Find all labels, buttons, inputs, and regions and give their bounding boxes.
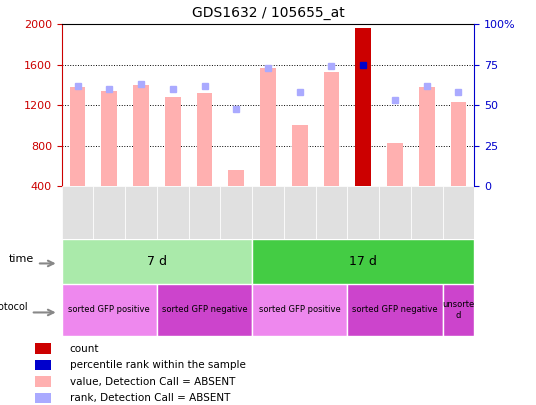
Bar <box>419 87 435 186</box>
Text: value, Detection Call = ABSENT: value, Detection Call = ABSENT <box>70 377 235 387</box>
Bar <box>35 393 51 403</box>
Bar <box>189 186 220 239</box>
Text: unsorte
d: unsorte d <box>442 300 474 320</box>
Bar <box>379 186 411 239</box>
Bar <box>62 186 93 239</box>
Bar <box>355 28 371 186</box>
Text: percentile rank within the sample: percentile rank within the sample <box>70 360 245 370</box>
Bar <box>157 186 189 239</box>
Text: 17 d: 17 d <box>349 255 377 268</box>
Bar <box>324 72 339 186</box>
Bar <box>292 124 308 186</box>
Text: sorted GFP positive: sorted GFP positive <box>69 305 150 314</box>
Bar <box>347 284 443 336</box>
Bar <box>70 87 85 186</box>
Title: GDS1632 / 105655_at: GDS1632 / 105655_at <box>192 6 344 21</box>
Bar <box>35 376 51 387</box>
Bar <box>347 186 379 239</box>
Bar <box>252 186 284 239</box>
Bar <box>316 186 347 239</box>
Bar <box>133 85 149 186</box>
Bar <box>228 170 244 186</box>
Text: count: count <box>70 343 99 354</box>
Text: protocol: protocol <box>0 302 28 312</box>
Bar <box>260 68 276 186</box>
Bar <box>451 102 466 186</box>
Text: 7 d: 7 d <box>147 255 167 268</box>
Bar <box>387 143 403 186</box>
Bar <box>443 284 474 336</box>
Bar <box>284 186 316 239</box>
Bar <box>157 284 252 336</box>
Text: time: time <box>9 254 34 264</box>
Bar <box>197 93 212 186</box>
Bar <box>252 284 347 336</box>
Text: sorted GFP negative: sorted GFP negative <box>352 305 438 314</box>
Bar <box>101 91 117 186</box>
Text: sorted GFP positive: sorted GFP positive <box>259 305 340 314</box>
Bar <box>62 284 157 336</box>
Bar <box>252 239 474 284</box>
Bar <box>35 360 51 370</box>
Bar <box>125 186 157 239</box>
Bar <box>93 186 125 239</box>
Bar <box>220 186 252 239</box>
Bar <box>62 239 252 284</box>
Bar <box>165 97 181 186</box>
Bar <box>35 343 51 354</box>
Text: rank, Detection Call = ABSENT: rank, Detection Call = ABSENT <box>70 393 230 403</box>
Bar <box>411 186 443 239</box>
Bar <box>443 186 474 239</box>
Text: sorted GFP negative: sorted GFP negative <box>162 305 247 314</box>
